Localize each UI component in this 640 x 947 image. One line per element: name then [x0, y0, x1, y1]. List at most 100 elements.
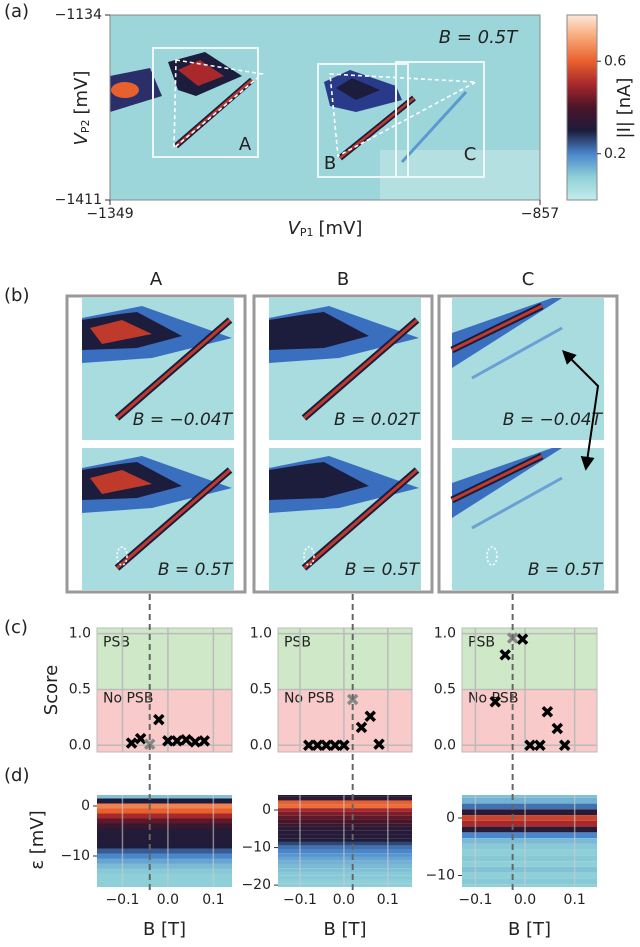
panel-frame: [437, 294, 619, 594]
heatmap-row: [462, 815, 597, 821]
x-tick-label: 0.1: [202, 892, 224, 908]
region-label: C: [464, 144, 477, 165]
heatmap-row: [97, 873, 232, 879]
band-label: PSB: [468, 635, 495, 651]
point: [189, 736, 201, 748]
heatmap-row: [462, 820, 597, 827]
heatmap: [97, 795, 232, 887]
panel-label: (b): [4, 285, 29, 306]
heatmap-row: [462, 838, 597, 844]
point: [162, 735, 174, 747]
heatmap-row: [462, 826, 597, 833]
feature: [339, 97, 415, 159]
heatmap-row: [97, 803, 232, 809]
x-tick-label: 0.0: [333, 892, 355, 908]
point: [198, 735, 211, 747]
heatmap-row: [97, 863, 232, 869]
unit: [mV]: [71, 71, 92, 115]
heatmap-row: [97, 848, 232, 854]
heatmap-row: [97, 828, 232, 834]
heatmap-row: [278, 804, 412, 809]
feature: [451, 454, 543, 502]
heatmap-row: [278, 868, 412, 872]
heatmap-row: [97, 833, 232, 839]
heatmap-row: [462, 797, 597, 804]
region-box: [152, 47, 259, 158]
point: [559, 739, 571, 752]
symbol: V: [288, 218, 302, 239]
heatmap-row: [278, 856, 412, 861]
heatmap-row: [462, 872, 597, 879]
y-tick-label: 0.0: [434, 737, 456, 753]
heatmap-row: [97, 883, 232, 887]
panel-frame: [252, 294, 434, 594]
x-tick-label: −0.1: [458, 892, 492, 908]
heatmap-row: [278, 808, 412, 812]
point: [311, 739, 324, 752]
point: [171, 735, 183, 747]
column-title: A: [150, 269, 163, 290]
x-tick-label: 0.1: [377, 892, 399, 908]
heatmap-row: [278, 795, 412, 797]
panel-frame: [65, 294, 247, 594]
heatmap-row: [97, 868, 232, 874]
annotation: B = 0.5T: [158, 560, 234, 580]
feature: [269, 312, 369, 350]
point: [373, 738, 385, 750]
x-axis-label: VP1 [mV]: [288, 218, 363, 239]
annotation: B = 0.02T: [334, 410, 421, 430]
y-tick-label: 0: [81, 798, 90, 814]
x-tick-label: 0.0: [157, 892, 179, 908]
point: [338, 739, 350, 752]
feature: [451, 304, 543, 352]
band-label: No PSB: [284, 690, 334, 706]
feature: [452, 448, 562, 518]
region-label: A: [239, 134, 252, 155]
map-patch: [380, 150, 540, 200]
y-tick-label: 0.0: [250, 737, 272, 753]
heatmap-row: [462, 832, 597, 839]
heatmap-row: [278, 853, 412, 857]
panel-label: (c): [4, 617, 28, 638]
guide-mark: [486, 546, 498, 566]
point: [489, 695, 501, 708]
y-tick-label: 1.0: [69, 626, 91, 642]
annotation: B = −0.04T: [133, 410, 234, 430]
point: [180, 733, 192, 746]
heatmap: [278, 795, 412, 887]
region-box: [317, 63, 409, 178]
heatmap-row: [462, 855, 597, 862]
frame: [461, 627, 598, 753]
heatmap-row: [278, 834, 412, 839]
y-axis-label: VP2 [mV]: [71, 71, 92, 146]
point: [516, 633, 529, 645]
heatmap-row: [462, 861, 597, 867]
band: [97, 689, 232, 752]
band-label: PSB: [103, 635, 130, 651]
point: [153, 713, 165, 726]
heatmap-row: [462, 803, 597, 810]
y-tick-label: 0.5: [434, 681, 456, 697]
heatmap-row: [278, 838, 412, 842]
heatmap-row: [462, 884, 597, 887]
x-tick-label: −857: [521, 206, 559, 222]
feature: [178, 60, 224, 86]
colorbar-tick-label: 0.6: [604, 53, 626, 69]
x-axis-label: B [T]: [508, 919, 551, 940]
heatmap-row: [278, 811, 412, 816]
heatmap-row: [97, 813, 232, 819]
feature: [111, 82, 139, 98]
region-box: [395, 61, 485, 178]
y-tick-label: 0.0: [69, 737, 91, 753]
x-axis-label: B [T]: [143, 919, 186, 940]
feature: [336, 78, 380, 100]
y-tick-label: −20: [241, 877, 271, 893]
y-tick-label: −10: [60, 848, 90, 864]
point: [355, 721, 368, 734]
point: [303, 739, 315, 752]
point: [499, 649, 511, 661]
colorbar: [566, 14, 598, 201]
heatmap-row: [462, 878, 597, 885]
heatmap-row: [97, 878, 232, 884]
heatmap-row: [97, 823, 232, 829]
